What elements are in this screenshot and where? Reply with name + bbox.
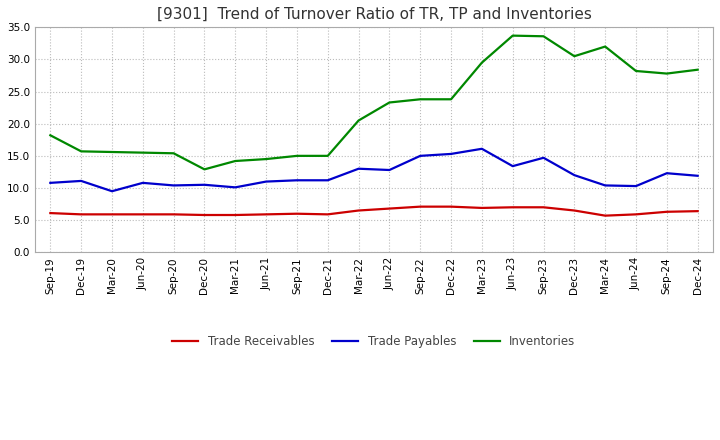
Inventories — [323, 153, 332, 158]
Inventories — [662, 71, 671, 76]
Trade Payables — [323, 178, 332, 183]
Trade Payables — [46, 180, 55, 186]
Inventories — [385, 100, 394, 105]
Trade Payables — [200, 182, 209, 187]
Trade Payables — [108, 189, 117, 194]
Line: Inventories: Inventories — [50, 36, 698, 169]
Trade Receivables — [323, 212, 332, 217]
Inventories — [46, 132, 55, 138]
Trade Receivables — [46, 210, 55, 216]
Trade Payables — [446, 151, 455, 157]
Inventories — [477, 60, 486, 65]
Inventories — [446, 97, 455, 102]
Inventories — [508, 33, 517, 38]
Title: [9301]  Trend of Turnover Ratio of TR, TP and Inventories: [9301] Trend of Turnover Ratio of TR, TP… — [156, 7, 591, 22]
Trade Payables — [169, 183, 178, 188]
Trade Payables — [662, 171, 671, 176]
Trade Receivables — [354, 208, 363, 213]
Inventories — [200, 167, 209, 172]
Trade Payables — [539, 155, 548, 161]
Inventories — [292, 153, 301, 158]
Trade Receivables — [508, 205, 517, 210]
Trade Payables — [262, 179, 271, 184]
Trade Receivables — [631, 212, 640, 217]
Trade Payables — [477, 146, 486, 151]
Trade Payables — [693, 173, 702, 179]
Inventories — [77, 149, 86, 154]
Trade Payables — [508, 164, 517, 169]
Inventories — [138, 150, 147, 155]
Line: Trade Payables: Trade Payables — [50, 149, 698, 191]
Trade Receivables — [416, 204, 425, 209]
Trade Receivables — [292, 211, 301, 216]
Trade Receivables — [138, 212, 147, 217]
Trade Receivables — [693, 209, 702, 214]
Trade Receivables — [262, 212, 271, 217]
Trade Payables — [601, 183, 610, 188]
Inventories — [539, 33, 548, 39]
Trade Receivables — [662, 209, 671, 214]
Trade Receivables — [200, 213, 209, 218]
Trade Receivables — [539, 205, 548, 210]
Trade Payables — [354, 166, 363, 171]
Inventories — [631, 68, 640, 73]
Trade Receivables — [169, 212, 178, 217]
Trade Payables — [77, 178, 86, 183]
Trade Payables — [631, 183, 640, 189]
Inventories — [570, 54, 579, 59]
Trade Payables — [138, 180, 147, 186]
Trade Receivables — [446, 204, 455, 209]
Inventories — [169, 150, 178, 156]
Inventories — [416, 97, 425, 102]
Inventories — [601, 44, 610, 49]
Trade Receivables — [601, 213, 610, 218]
Trade Payables — [292, 178, 301, 183]
Trade Payables — [570, 172, 579, 178]
Inventories — [262, 157, 271, 162]
Trade Receivables — [477, 205, 486, 211]
Legend: Trade Receivables, Trade Payables, Inventories: Trade Receivables, Trade Payables, Inven… — [168, 330, 580, 352]
Trade Payables — [231, 185, 240, 190]
Trade Receivables — [231, 213, 240, 218]
Inventories — [693, 67, 702, 72]
Inventories — [231, 158, 240, 164]
Trade Receivables — [570, 208, 579, 213]
Trade Payables — [416, 153, 425, 158]
Trade Payables — [385, 167, 394, 172]
Line: Trade Receivables: Trade Receivables — [50, 207, 698, 216]
Trade Receivables — [77, 212, 86, 217]
Inventories — [108, 149, 117, 154]
Trade Receivables — [385, 206, 394, 211]
Inventories — [354, 118, 363, 123]
Trade Receivables — [108, 212, 117, 217]
